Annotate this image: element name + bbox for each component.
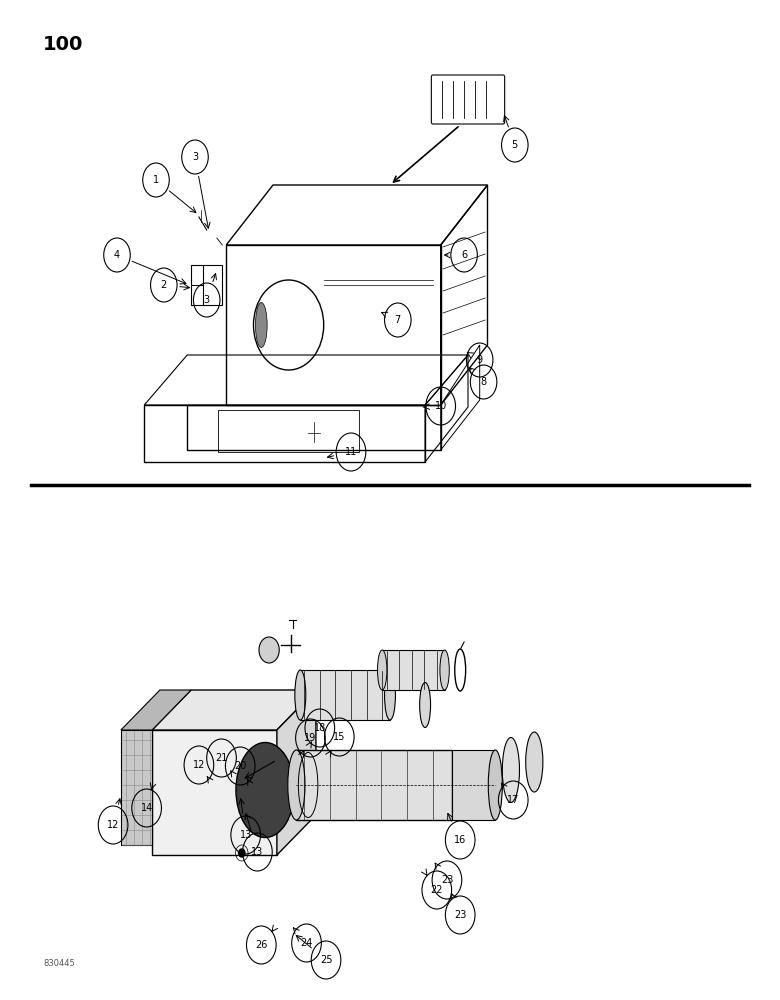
Text: 23: 23 — [441, 875, 453, 885]
Text: 1: 1 — [153, 175, 159, 185]
Ellipse shape — [295, 670, 306, 720]
Text: 25: 25 — [320, 955, 332, 965]
Text: 17: 17 — [507, 795, 519, 805]
Ellipse shape — [488, 750, 502, 820]
Text: 13: 13 — [239, 830, 252, 840]
Ellipse shape — [256, 302, 268, 348]
Text: 830445: 830445 — [43, 959, 75, 968]
Text: 10: 10 — [434, 401, 447, 411]
Polygon shape — [452, 750, 495, 820]
Text: 2: 2 — [161, 280, 167, 290]
Text: 13: 13 — [251, 847, 264, 857]
Text: 3: 3 — [204, 295, 210, 305]
Text: 7: 7 — [395, 315, 401, 325]
Text: 14: 14 — [140, 803, 153, 813]
Polygon shape — [152, 690, 316, 730]
Ellipse shape — [420, 682, 431, 727]
Text: 16: 16 — [454, 835, 466, 845]
Ellipse shape — [502, 738, 519, 802]
Polygon shape — [277, 690, 316, 855]
Ellipse shape — [378, 650, 387, 690]
Polygon shape — [382, 650, 445, 690]
Text: 8: 8 — [480, 377, 487, 387]
Ellipse shape — [288, 750, 305, 820]
Ellipse shape — [236, 742, 295, 838]
Polygon shape — [300, 670, 390, 720]
Text: 5: 5 — [512, 140, 518, 150]
Text: 23: 23 — [454, 910, 466, 920]
Text: 15: 15 — [333, 732, 346, 742]
Circle shape — [259, 637, 279, 663]
Polygon shape — [121, 730, 152, 845]
Text: 20: 20 — [234, 761, 246, 771]
Text: 11: 11 — [345, 447, 357, 457]
Text: 3: 3 — [192, 152, 198, 162]
Circle shape — [239, 849, 245, 857]
Polygon shape — [121, 690, 191, 730]
Text: 6: 6 — [461, 250, 467, 260]
Ellipse shape — [526, 732, 543, 792]
Polygon shape — [296, 750, 452, 820]
Text: 100: 100 — [43, 35, 83, 54]
Text: 26: 26 — [255, 940, 268, 950]
Ellipse shape — [440, 650, 449, 690]
Text: 4: 4 — [114, 250, 120, 260]
Text: 22: 22 — [431, 885, 443, 895]
Text: 12: 12 — [107, 820, 119, 830]
Text: 24: 24 — [300, 938, 313, 948]
Ellipse shape — [385, 670, 395, 720]
Text: 9: 9 — [477, 355, 483, 365]
Text: 18: 18 — [314, 723, 326, 733]
Text: 21: 21 — [215, 753, 228, 763]
Text: 19: 19 — [304, 733, 317, 743]
Text: 12: 12 — [193, 760, 205, 770]
Polygon shape — [152, 730, 277, 855]
